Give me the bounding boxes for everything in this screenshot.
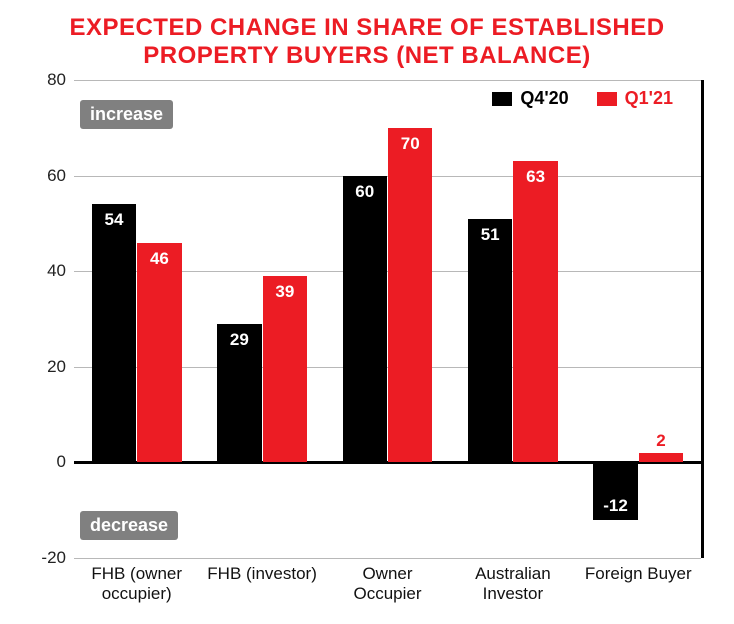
bar: 29 [217, 324, 261, 463]
bar: 2 [639, 453, 683, 463]
plot-region: Q4'20Q1'21 increase decrease -2002040608… [74, 80, 704, 558]
bar: 51 [468, 219, 512, 463]
bar-group: 51 63 [467, 80, 558, 558]
xtick-label: Owner Occupier [330, 564, 446, 603]
bar: 46 [137, 243, 181, 463]
data-label: 54 [92, 210, 136, 230]
ytick-label: 0 [57, 452, 66, 472]
data-label: -12 [593, 496, 637, 516]
bar: 39 [263, 276, 307, 462]
data-label: 60 [343, 182, 387, 202]
xtick-label: Foreign Buyer [580, 564, 696, 584]
ytick-label: 80 [47, 70, 66, 90]
data-label: 51 [468, 225, 512, 245]
xtick-label: Australian Investor [455, 564, 571, 603]
xtick-label: FHB (investor) [204, 564, 320, 584]
bar-group: -12 2 [593, 80, 684, 558]
ytick-label: 40 [47, 261, 66, 281]
data-label: 46 [137, 249, 181, 269]
bar-group: 29 39 [217, 80, 308, 558]
bar: 60 [343, 176, 387, 463]
ytick-label: 20 [47, 357, 66, 377]
ytick-label: 60 [47, 166, 66, 186]
bar: 54 [92, 204, 136, 462]
data-label: 2 [639, 431, 683, 451]
data-label: 29 [217, 330, 261, 350]
data-label: 63 [513, 167, 557, 187]
ytick-label: -20 [41, 548, 66, 568]
bar-group: 60 70 [342, 80, 433, 558]
xtick-label: FHB (owner occupier) [79, 564, 195, 603]
data-label: 70 [388, 134, 432, 154]
bar: 70 [388, 128, 432, 463]
bar-group: 5446 [91, 80, 182, 558]
gridline [74, 558, 701, 559]
bar: -12 [593, 462, 637, 519]
bar: 63 [513, 161, 557, 462]
data-label: 39 [263, 282, 307, 302]
chart-area: Q4'20Q1'21 increase decrease -2002040608… [30, 80, 704, 604]
chart-title: EXPECTED CHANGE IN SHARE OF ESTABLISHEDP… [0, 0, 734, 69]
